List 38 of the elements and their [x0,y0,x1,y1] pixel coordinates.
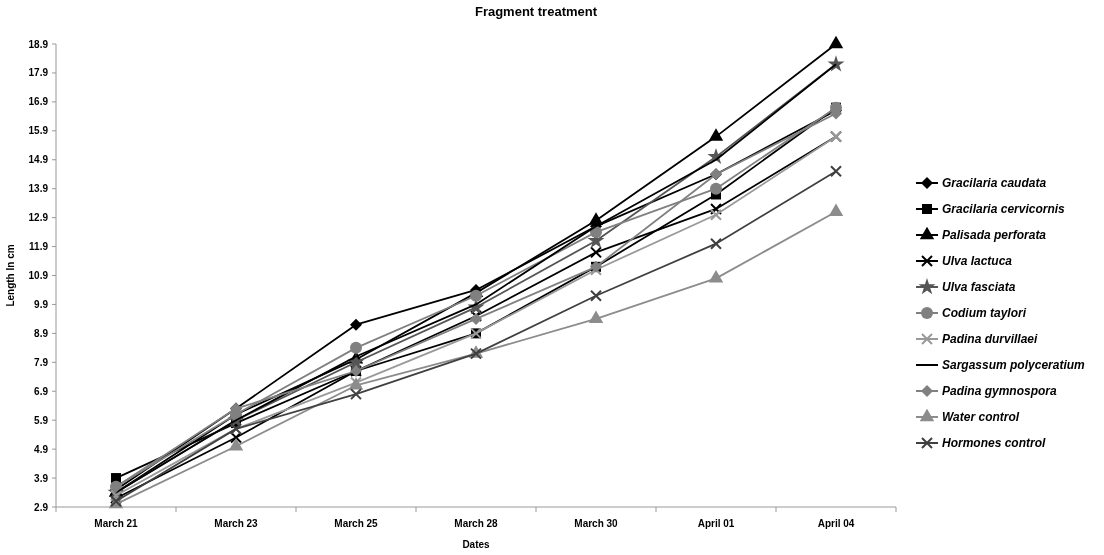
y-tick-label: 11.9 [29,241,49,253]
y-tick-label: 6.9 [34,385,49,397]
legend-label: Sargassum polyceratium [942,358,1086,373]
y-tick-label: 16.9 [28,96,49,108]
y-tick-label: 7.9 [34,356,49,368]
y-tick-label: 14.9 [28,154,49,166]
y-tick-label: 5.9 [34,414,49,426]
x-tick-label: March 23 [214,518,259,529]
x-tick-label: April 01 [697,518,735,529]
x-axis-title: Dates [462,539,491,550]
y-tick-label: 18.9 [28,38,49,50]
legend-label: Padina durvillaei [942,332,1039,347]
legend-label: Codium taylori [942,306,1027,321]
legend-label: Ulva lactuca [942,254,1013,269]
x-tick-label: March 30 [574,518,619,529]
y-tick-label: 8.9 [34,327,49,339]
legend-label: Hormones control [942,436,1047,451]
x-tick-label: March 25 [334,518,379,529]
y-tick-label: 3.9 [34,472,49,484]
chart-title: Fragment treatment [474,4,598,19]
legend-label: Gracilaria caudata [942,176,1047,191]
y-tick-label: 10.9 [28,270,49,281]
x-tick-label: April 04 [817,518,855,529]
legend-label: Water control [942,410,1020,425]
x-tick-label: March 28 [454,518,499,529]
y-tick-label: 15.9 [28,125,49,137]
legend-label: Palisada perforata [942,228,1047,243]
y-tick-label: 4.9 [34,443,49,455]
y-tick-label: 2.9 [34,501,49,513]
y-tick-label: 13.9 [28,183,49,195]
legend-label: Padina gymnospora [942,384,1058,399]
x-tick-label: March 21 [94,518,139,529]
y-tick-label: 9.9 [34,298,49,310]
legend-label: Gracilaria cervicornis [942,202,1066,217]
y-axis-title: Length In cm [5,244,16,307]
y-tick-label: 12.9 [28,212,49,224]
y-tick-label: 17.9 [28,67,49,79]
legend-label: Ulva fasciata [942,280,1016,295]
